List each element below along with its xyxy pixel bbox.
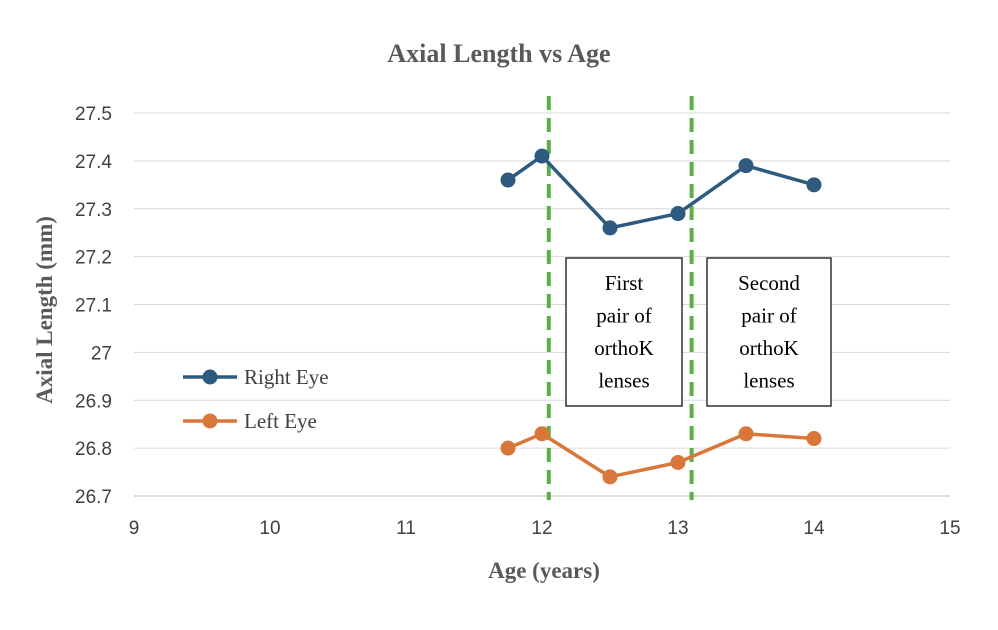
annotation-text-line: First (605, 271, 644, 295)
x-tick-label: 13 (667, 518, 688, 539)
x-axis-label: Age (years) (488, 558, 600, 583)
y-axis-label: Axial Length (mm) (32, 216, 57, 404)
series-line (506, 154, 815, 230)
annotations: First pair of orthoK lenses Second pair of ort… (565, 257, 832, 407)
x-tick-label: 10 (259, 518, 280, 539)
series-left-eye (500, 426, 822, 485)
y-tick-label: 26.7 (75, 487, 112, 508)
legend-item: Right Eye (183, 365, 329, 389)
data-point (602, 220, 618, 236)
annotation-box: First pair of orthoK lenses (565, 257, 683, 407)
legend-marker (202, 413, 218, 429)
y-tick-label: 27.2 (75, 248, 112, 269)
annotation-text-line: lenses (598, 369, 649, 393)
annotation-text-line: pair of (596, 304, 651, 328)
data-point (738, 426, 754, 442)
data-point (670, 206, 686, 222)
data-point (500, 172, 516, 188)
data-point (806, 431, 822, 447)
annotation-text-line: pair of (741, 304, 796, 328)
x-tick-label: 9 (129, 518, 140, 539)
data-point (670, 454, 686, 470)
annotation-text-line: Second (738, 271, 800, 295)
y-tick-label: 27.5 (75, 104, 112, 125)
annotation-border (565, 257, 683, 407)
legend-label: Right Eye (244, 365, 329, 389)
gridlines (134, 112, 950, 497)
x-tick-label: 15 (939, 518, 960, 539)
chart-title: Axial Length vs Age (387, 39, 610, 68)
annotation-box: Second pair of orthoK lenses (706, 257, 832, 407)
data-point (738, 158, 754, 174)
data-point (534, 148, 550, 164)
data-point (602, 469, 618, 485)
x-tick-label: 14 (803, 518, 825, 539)
y-tick-label: 26.9 (75, 391, 112, 412)
data-series (500, 148, 822, 485)
annotation-text-line: orthoK (739, 336, 799, 360)
data-point (500, 440, 516, 456)
y-tick-label: 27.1 (75, 296, 112, 317)
y-tick-label: 26.8 (75, 439, 112, 460)
x-axis-ticks: 9 10 11 12 13 14 15 (129, 518, 961, 539)
annotation-border (706, 257, 832, 407)
legend: Right Eye Left Eye (183, 365, 329, 433)
y-tick-label: 27.4 (75, 152, 112, 173)
x-tick-label: 12 (531, 518, 552, 539)
series-line (507, 432, 815, 479)
data-point (534, 426, 550, 442)
annotation-text-line: lenses (743, 369, 794, 393)
series-right-eye (500, 148, 822, 236)
y-tick-label: 27 (91, 343, 112, 364)
legend-item: Left Eye (183, 409, 317, 433)
data-point (806, 177, 822, 193)
y-tick-label: 27.3 (75, 200, 112, 221)
y-axis-ticks: 26.7 26.8 26.9 27 27.1 27.2 27.3 27.4 27.5 (75, 104, 112, 508)
legend-marker (202, 369, 218, 385)
legend-label: Left Eye (244, 409, 317, 433)
x-tick-label: 11 (396, 518, 416, 539)
annotation-text-line: orthoK (594, 336, 654, 360)
